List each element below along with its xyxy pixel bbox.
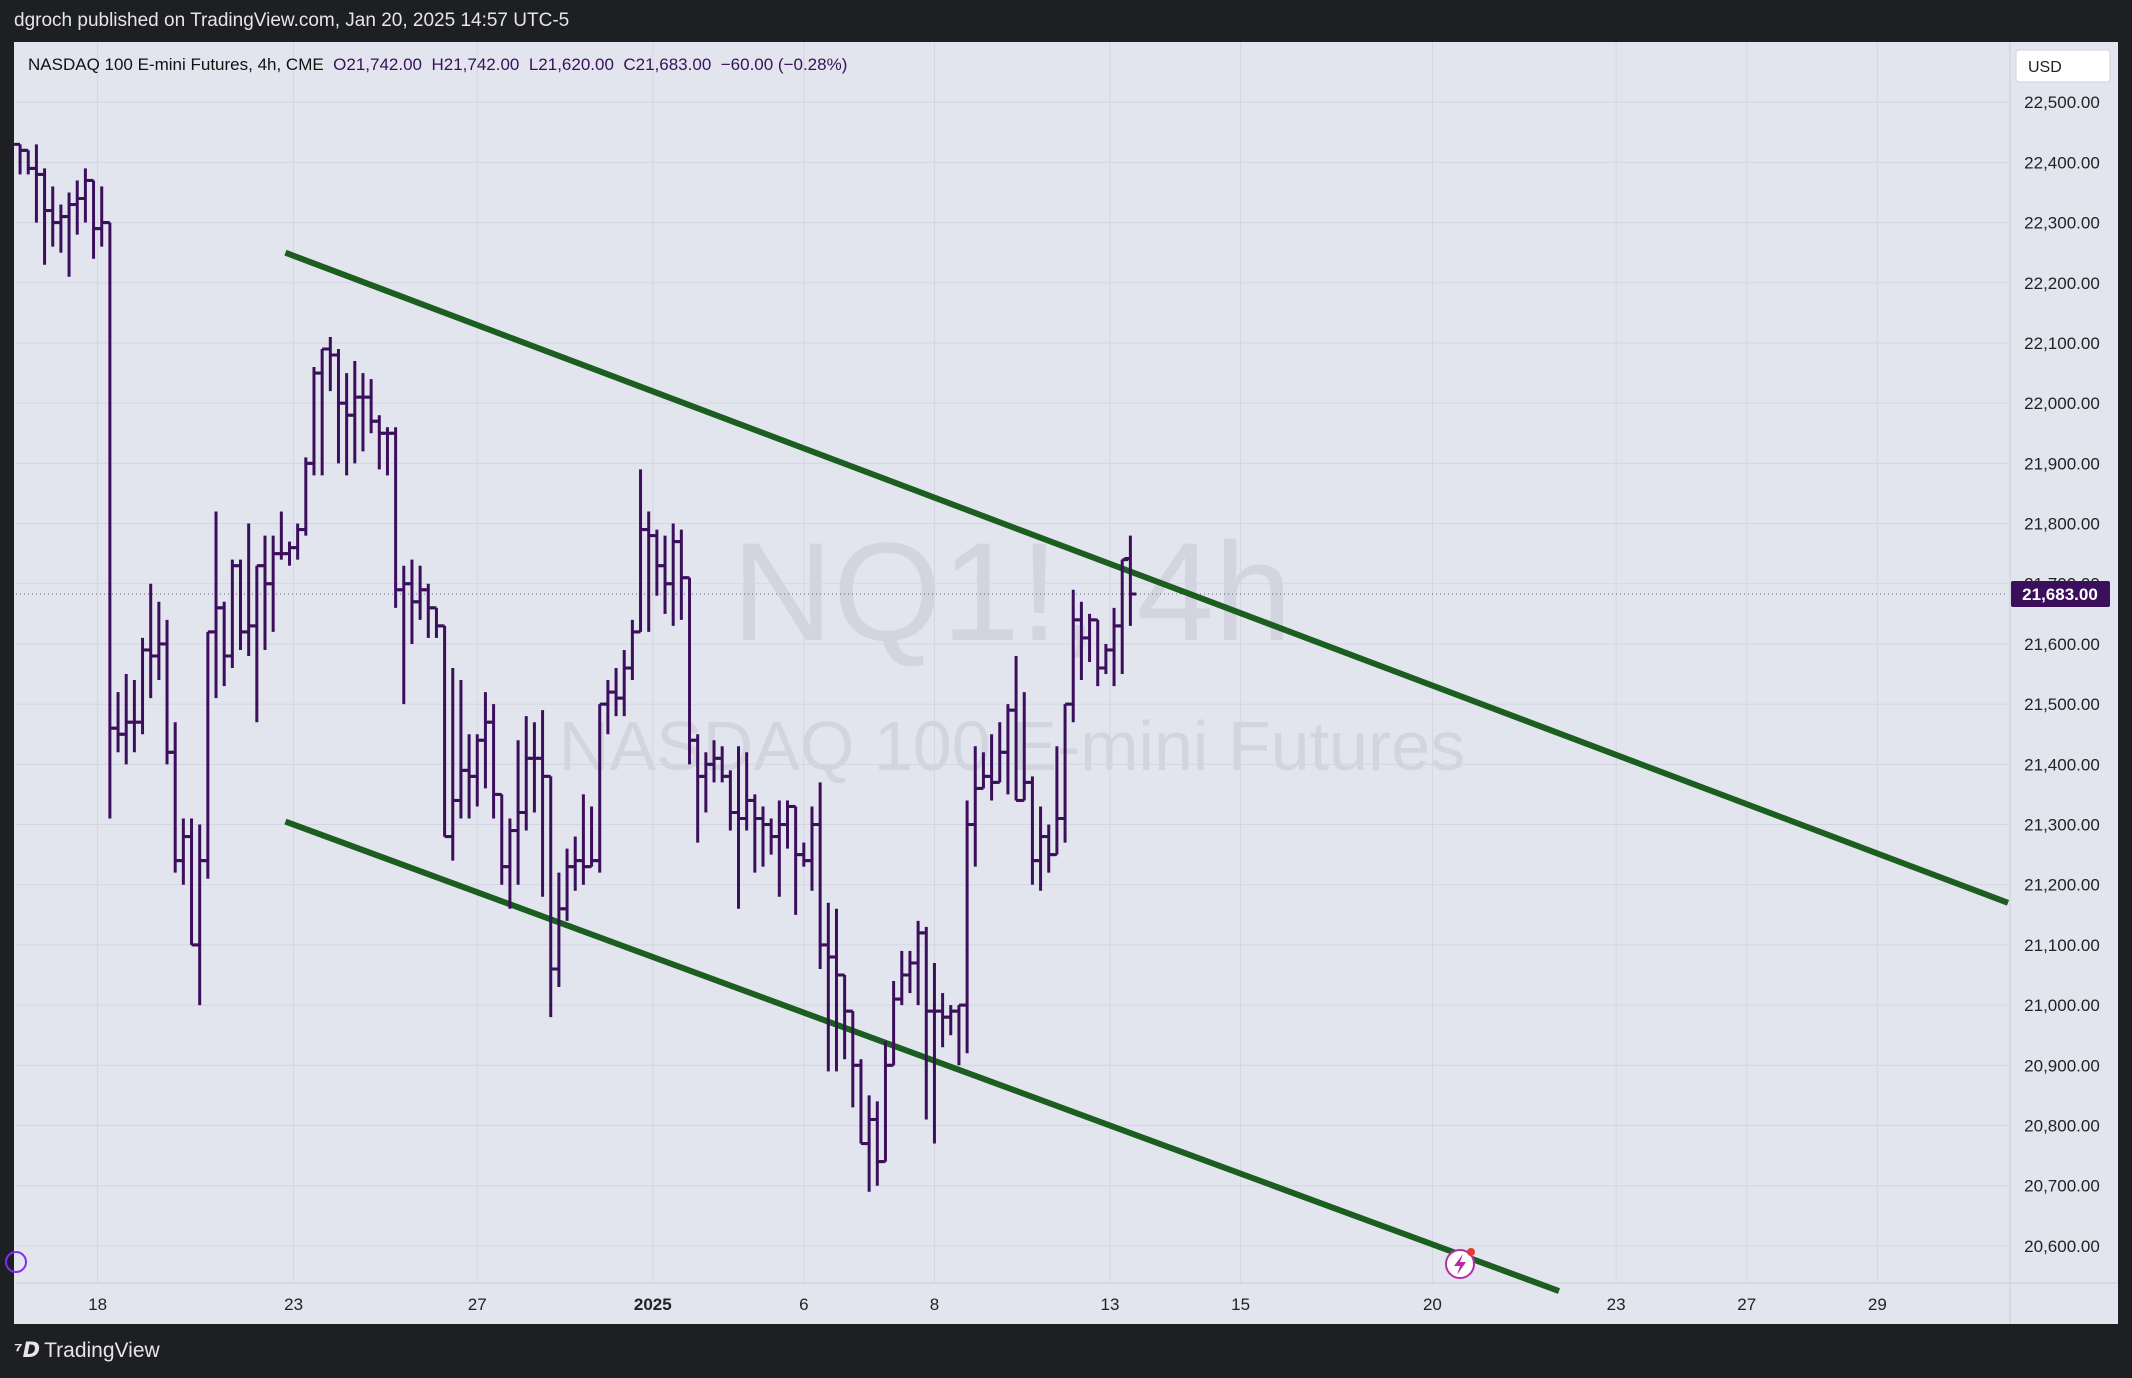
time-tick-label: 2025	[634, 1295, 672, 1314]
notification-dot	[1467, 1248, 1475, 1256]
time-tick-label: 27	[1737, 1295, 1756, 1314]
price-axis[interactable]	[2010, 42, 2118, 1282]
currency-button[interactable]	[2015, 49, 2111, 83]
price-tick-label: 20,600.00	[2024, 1237, 2100, 1256]
tradingview-brand[interactable]: TradingView	[44, 1339, 160, 1362]
watermark-name: NASDAQ 100 E-mini Futures	[559, 707, 1465, 785]
ohlc-bar[interactable]	[1124, 535, 1137, 626]
price-tick-label: 21,800.00	[2024, 515, 2100, 534]
legend-symbol: NASDAQ 100 E-mini Futures, 4h, CME	[28, 55, 324, 74]
time-tick-label: 18	[88, 1295, 107, 1314]
price-tick-label: 21,900.00	[2024, 454, 2100, 473]
lightning-glyph	[1454, 1254, 1466, 1275]
price-tick-label: 21,500.00	[2024, 695, 2100, 714]
price-tick-label: 21,200.00	[2024, 876, 2100, 895]
time-tick-label: 6	[799, 1295, 808, 1314]
trendline[interactable]	[284, 249, 2010, 906]
legend-high: H21,742.00	[422, 55, 519, 74]
published-bar: dgroch published on TradingView.com, Jan…	[0, 0, 2132, 42]
time-tick-label: 29	[1868, 1295, 1887, 1314]
lightning-alert-icon[interactable]	[1445, 1248, 1475, 1279]
published-text: dgroch published on TradingView.com, Jan…	[14, 10, 570, 31]
price-tick-label: 22,000.00	[2024, 394, 2100, 413]
price-tick-label: 21,000.00	[2024, 996, 2100, 1015]
price-tick-label: 22,100.00	[2024, 334, 2100, 353]
price-tick-label: 21,600.00	[2024, 635, 2100, 654]
time-tick-label: 27	[468, 1295, 487, 1314]
price-tick-label: 21,100.00	[2024, 936, 2100, 955]
time-tick-label: 20	[1423, 1295, 1442, 1314]
legend-close: C21,683.00	[614, 55, 711, 74]
footer-bar: ⁷𝘿 TradingView	[0, 1324, 2132, 1378]
trendline[interactable]	[284, 818, 1561, 1294]
time-tick-label: 23	[1607, 1295, 1626, 1314]
price-tick-label: 21,400.00	[2024, 755, 2100, 774]
watermark-ticker: NQ1!, 4h	[732, 513, 1292, 670]
price-tick-label: 20,900.00	[2024, 1056, 2100, 1075]
ohlc-chart[interactable]: 20,600.00 20,700.00 20,800.00 20,900.00 21,0…	[0, 0, 2132, 1324]
price-tick-label: 20,800.00	[2024, 1116, 2100, 1135]
tradingview-logo-icon[interactable]: ⁷𝘿	[14, 1339, 41, 1362]
last-price-badge	[2011, 580, 2110, 607]
symbol-legend[interactable]: NASDAQ 100 E-mini Futures, 4h, CME O21,7…	[28, 55, 847, 74]
time-axis[interactable]	[16, 1283, 2118, 1324]
price-tick-label: 22,200.00	[2024, 274, 2100, 293]
legend-open: O21,742.00	[324, 55, 422, 74]
price-tick-label: 22,500.00	[2024, 93, 2100, 112]
time-tick-label: 8	[930, 1295, 939, 1314]
price-tick-label: 21,300.00	[2024, 816, 2100, 835]
scroll-left-icon[interactable]	[5, 1251, 27, 1273]
price-tick-label: 20,700.00	[2024, 1177, 2100, 1196]
legend-low: L21,620.00	[519, 55, 614, 74]
time-tick-label: 15	[1231, 1295, 1250, 1314]
time-tick-label: 23	[284, 1295, 303, 1314]
legend-change: −60.00 (−0.28%)	[711, 55, 847, 74]
plot-area[interactable]	[16, 42, 2008, 1282]
last-price-label: 21,683.00	[2022, 585, 2098, 604]
currency-label: USD	[2028, 59, 2062, 76]
price-tick-label: 22,400.00	[2024, 153, 2100, 172]
time-tick-label: 13	[1101, 1295, 1120, 1314]
price-tick-label: 22,300.00	[2024, 214, 2100, 233]
